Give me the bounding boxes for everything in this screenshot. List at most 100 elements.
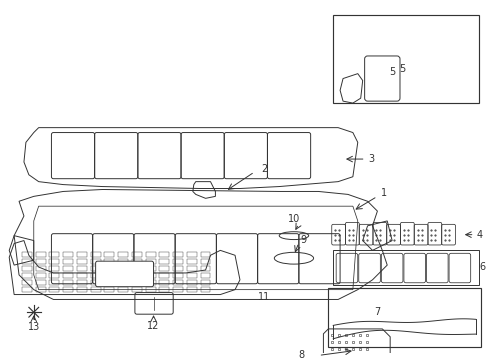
Bar [104,266,114,271]
Bar [118,266,128,271]
Bar [104,280,114,285]
Bar [159,287,169,292]
Bar [63,266,73,271]
Bar [118,252,128,257]
Bar [49,273,59,278]
Bar [91,273,100,278]
Text: 8: 8 [299,350,305,360]
Bar [118,287,128,292]
Bar [132,280,142,285]
Bar [146,259,155,264]
Bar [36,259,46,264]
Bar [22,273,32,278]
Bar [173,273,183,278]
Bar [36,287,46,292]
Bar [201,280,211,285]
Bar [36,252,46,257]
Bar [159,266,169,271]
Text: 3: 3 [368,154,375,164]
Text: 5: 5 [389,67,395,77]
Bar [132,273,142,278]
Bar [77,287,87,292]
Text: 10: 10 [288,214,300,224]
Bar [22,266,32,271]
Bar [187,266,197,271]
Bar [91,266,100,271]
Bar [187,280,197,285]
Bar [187,252,197,257]
Text: 5: 5 [399,64,405,74]
Bar [22,287,32,292]
Bar [132,259,142,264]
Bar [146,280,155,285]
Bar [132,252,142,257]
Bar [118,280,128,285]
Bar [132,287,142,292]
Bar [146,252,155,257]
Bar [36,280,46,285]
Text: 11: 11 [258,292,270,302]
Bar [22,252,32,257]
Bar [36,266,46,271]
Bar [77,252,87,257]
Bar [146,273,155,278]
Bar [63,273,73,278]
Bar [187,259,197,264]
Bar [77,266,87,271]
Bar [201,287,211,292]
Bar [159,252,169,257]
Bar [104,273,114,278]
Bar [159,280,169,285]
Bar [49,252,59,257]
Text: 2: 2 [262,164,268,174]
Bar [91,280,100,285]
Bar [201,259,211,264]
Bar [63,259,73,264]
Bar [118,259,128,264]
Bar [146,266,155,271]
Bar [104,287,114,292]
Bar [22,280,32,285]
Bar [77,259,87,264]
Bar [63,280,73,285]
Text: 12: 12 [147,321,160,331]
Bar [173,252,183,257]
FancyBboxPatch shape [96,261,153,287]
Bar [173,259,183,264]
Text: 6: 6 [480,262,486,272]
Bar [333,15,479,103]
Bar [104,259,114,264]
Bar [77,273,87,278]
Bar [132,266,142,271]
Bar [22,259,32,264]
Bar [63,287,73,292]
Text: 9: 9 [301,235,307,244]
Bar [173,266,183,271]
Bar [173,280,183,285]
Bar [91,252,100,257]
Bar [49,287,59,292]
Bar [201,266,211,271]
Bar [328,288,481,347]
Bar [49,259,59,264]
Bar [49,266,59,271]
Bar [91,287,100,292]
Bar [159,273,169,278]
Bar [77,280,87,285]
Bar [201,252,211,257]
Bar [36,273,46,278]
Bar [173,287,183,292]
Text: 13: 13 [27,322,40,332]
Bar [146,287,155,292]
Bar [104,252,114,257]
Bar [49,280,59,285]
Bar [118,273,128,278]
Bar [187,273,197,278]
Text: 1: 1 [381,188,388,198]
Bar [91,259,100,264]
Bar [201,273,211,278]
Text: 4: 4 [477,230,483,240]
Text: 7: 7 [374,307,381,317]
Bar [187,287,197,292]
Bar [159,259,169,264]
